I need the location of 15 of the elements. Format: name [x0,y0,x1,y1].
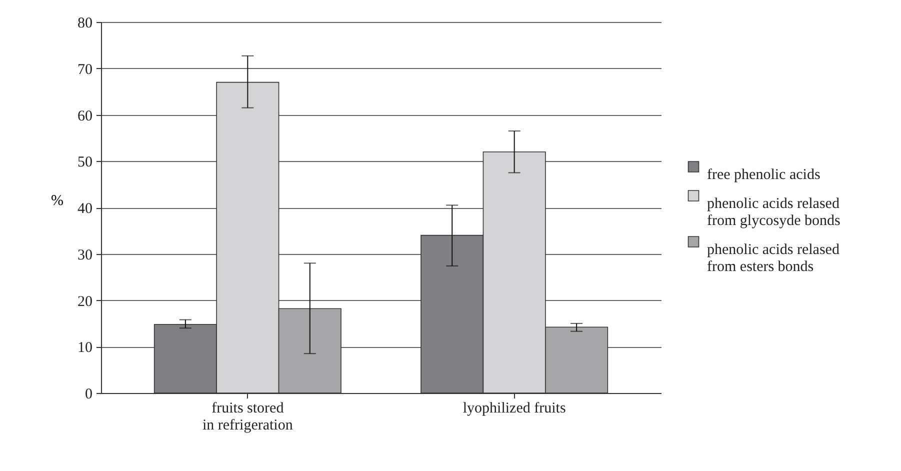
y-tick-label: 40 [78,201,92,217]
y-tick-label: 60 [78,108,92,124]
y-tick-label: 20 [78,294,92,310]
y-tick-label: 80 [78,16,92,32]
legend-label: phenolic acids relased from glycosyde bonds [707,196,840,229]
y-axis-title: % [51,193,64,209]
y-tick-label: 50 [78,154,92,171]
y-tick-label: 0 [85,386,92,402]
y-tick-label: 10 [78,340,92,356]
y-tick-label: 70 [78,62,92,78]
y-tick-label: 30 [78,247,92,264]
x-tick-label: lyophilized fruits [462,400,566,416]
x-tick-label: fruits stored in refrigeration [202,400,294,434]
legend-label: free phenolic acids [707,166,820,183]
legend-label: phenolic acids relased from esters bonds [707,242,840,275]
